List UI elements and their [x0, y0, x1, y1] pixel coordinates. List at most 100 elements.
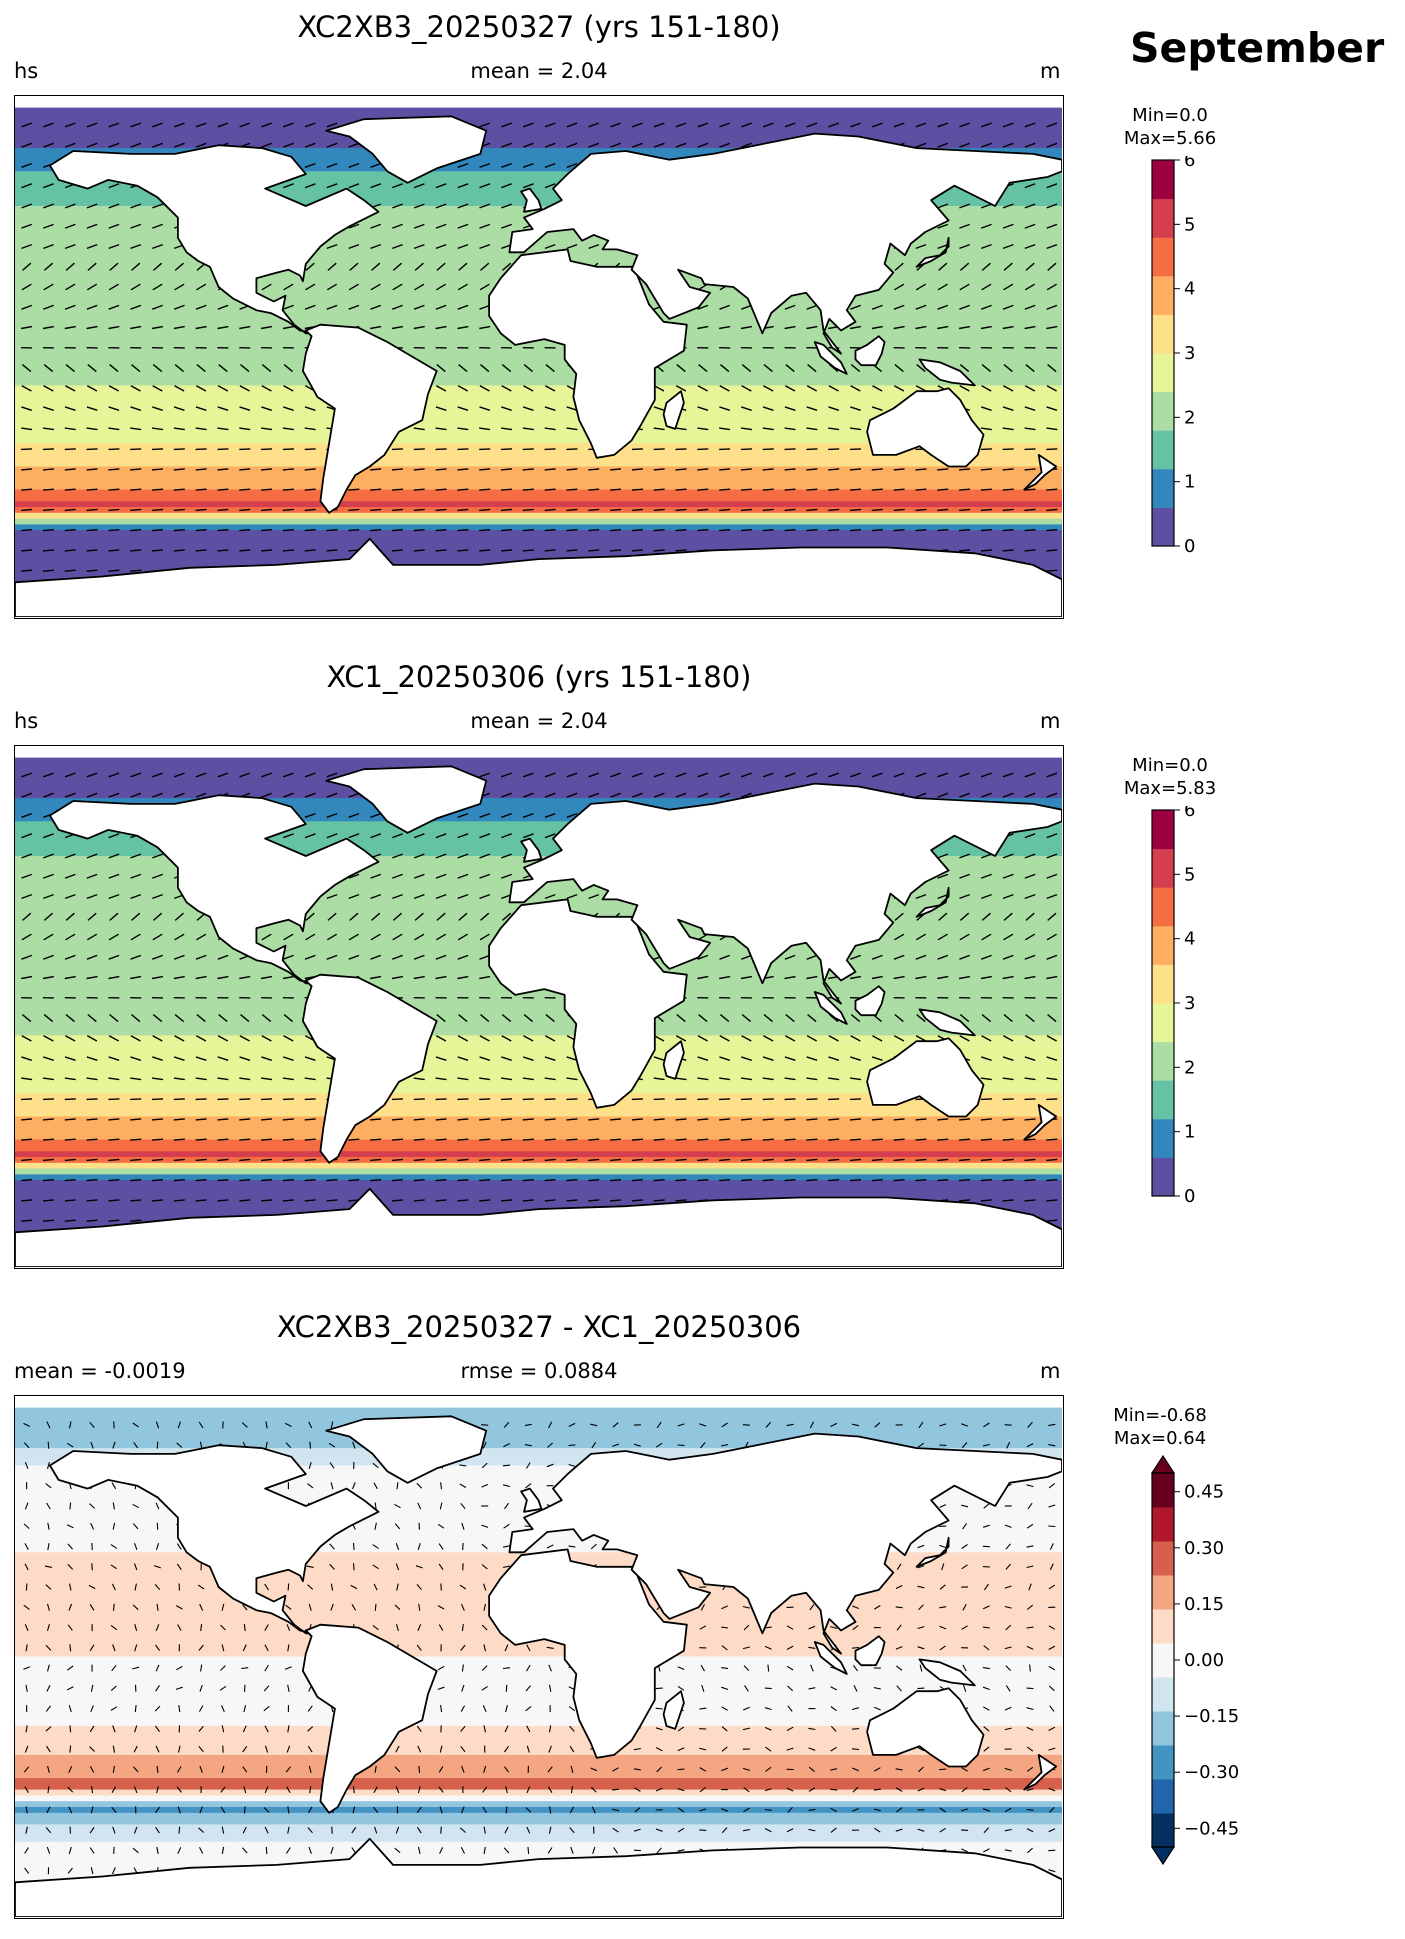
wave-arrow [830, 1807, 838, 1813]
wave-arrow [522, 122, 534, 128]
wave-arrow [721, 1827, 728, 1834]
wave-arrow [90, 1806, 94, 1814]
wave-arrow [764, 1726, 772, 1731]
colorbar-tick-label: 0.30 [1184, 1538, 1224, 1559]
field-band [15, 159, 1062, 167]
wave-arrow [21, 954, 33, 960]
wave-arrow [544, 1098, 556, 1101]
wave-arrow [348, 304, 360, 310]
wave-arrow [222, 1421, 224, 1429]
wave-arrow [479, 1179, 491, 1182]
wave-arrow [501, 812, 512, 818]
wave-arrow [413, 1199, 425, 1202]
wave-arrow [784, 304, 796, 310]
wave-arrow [86, 1179, 98, 1182]
wave-arrow [90, 1705, 94, 1713]
wave-arrow [483, 1765, 487, 1773]
wave-arrow [458, 1014, 468, 1023]
wave-arrow [130, 792, 142, 798]
wave-arrow [371, 912, 381, 921]
wave-arrow [610, 1179, 622, 1182]
wave-arrow [152, 223, 163, 229]
wave-arrow [108, 772, 120, 778]
wave-arrow [566, 812, 578, 818]
panel-3-title: XC2XB3_20250327 - XC1_20250306 [276, 1310, 802, 1344]
wave-arrow [613, 1847, 619, 1854]
wave-arrow [525, 1807, 532, 1813]
wave-arrow [961, 1767, 968, 1772]
wave-arrow [152, 304, 163, 310]
wave-arrow [155, 1685, 160, 1692]
wave-arrow [326, 1179, 338, 1182]
wave-arrow [108, 183, 120, 189]
wave-arrow [544, 1056, 556, 1061]
wave-arrow [391, 508, 403, 512]
field-band [15, 792, 1062, 799]
wave-arrow [871, 468, 883, 471]
wave-arrow [46, 1624, 50, 1632]
wave-arrow [64, 325, 76, 330]
wave-arrow [21, 304, 33, 310]
wave-arrow [304, 488, 316, 491]
wave-arrow [239, 1199, 251, 1202]
wave-arrow [151, 1118, 164, 1121]
wave-arrow [479, 468, 491, 471]
wave-arrow [111, 1583, 116, 1591]
wave-arrow [548, 1684, 552, 1692]
wave-arrow [437, 1605, 445, 1610]
wave-arrow [151, 468, 164, 471]
wave-arrow [544, 122, 556, 128]
wave-arrow [396, 1583, 399, 1591]
wave-arrow [239, 385, 250, 392]
wave-arrow [479, 975, 491, 980]
wave-arrow [195, 1035, 207, 1042]
wave-arrow [21, 833, 33, 839]
wave-arrow [959, 385, 970, 392]
wave-arrow [282, 1098, 294, 1101]
wave-arrow [22, 262, 32, 271]
wave-arrow [173, 772, 185, 778]
wave-arrow [982, 1626, 990, 1629]
wave-arrow [1047, 364, 1057, 373]
wave-arrow [42, 529, 54, 532]
field-band [15, 821, 1062, 828]
wave-arrow [437, 1523, 445, 1529]
wave-arrow [1005, 1624, 1012, 1631]
wave-arrow [86, 1098, 98, 1101]
wave-arrow [21, 183, 33, 189]
wave-arrow [174, 1014, 185, 1023]
wave-arrow [457, 183, 469, 189]
wave-arrow [21, 406, 33, 411]
wave-arrow [64, 427, 76, 431]
wave-arrow [155, 1421, 160, 1429]
wave-arrow [961, 1544, 968, 1549]
wave-arrow [21, 1179, 33, 1182]
wave-arrow [1048, 1747, 1056, 1751]
wave-arrow [132, 1666, 140, 1670]
wave-arrow [1024, 283, 1036, 291]
wave-arrow [740, 427, 752, 431]
wave-arrow [566, 406, 578, 411]
wave-arrow [505, 1786, 508, 1794]
wave-arrow [1004, 1646, 1012, 1650]
wave-arrow [786, 1787, 794, 1792]
wave-arrow [261, 1035, 272, 1042]
wave-arrow [86, 792, 98, 798]
wave-arrow [435, 954, 447, 960]
wave-arrow [980, 975, 992, 980]
wave-arrow [348, 933, 359, 941]
wave-arrow [435, 1138, 447, 1141]
wave-arrow [108, 1035, 120, 1042]
wave-arrow [415, 1565, 423, 1569]
wave-arrow [784, 1179, 796, 1182]
wave-arrow [287, 1806, 290, 1814]
field-band [15, 171, 1062, 178]
wave-arrow [239, 488, 251, 491]
wave-arrow [784, 772, 796, 778]
field-band [15, 153, 1062, 161]
wave-arrow [849, 1179, 862, 1182]
wave-arrow [741, 792, 752, 798]
wave-arrow [697, 304, 709, 310]
wave-arrow [440, 1826, 442, 1834]
wave-arrow [436, 262, 446, 271]
